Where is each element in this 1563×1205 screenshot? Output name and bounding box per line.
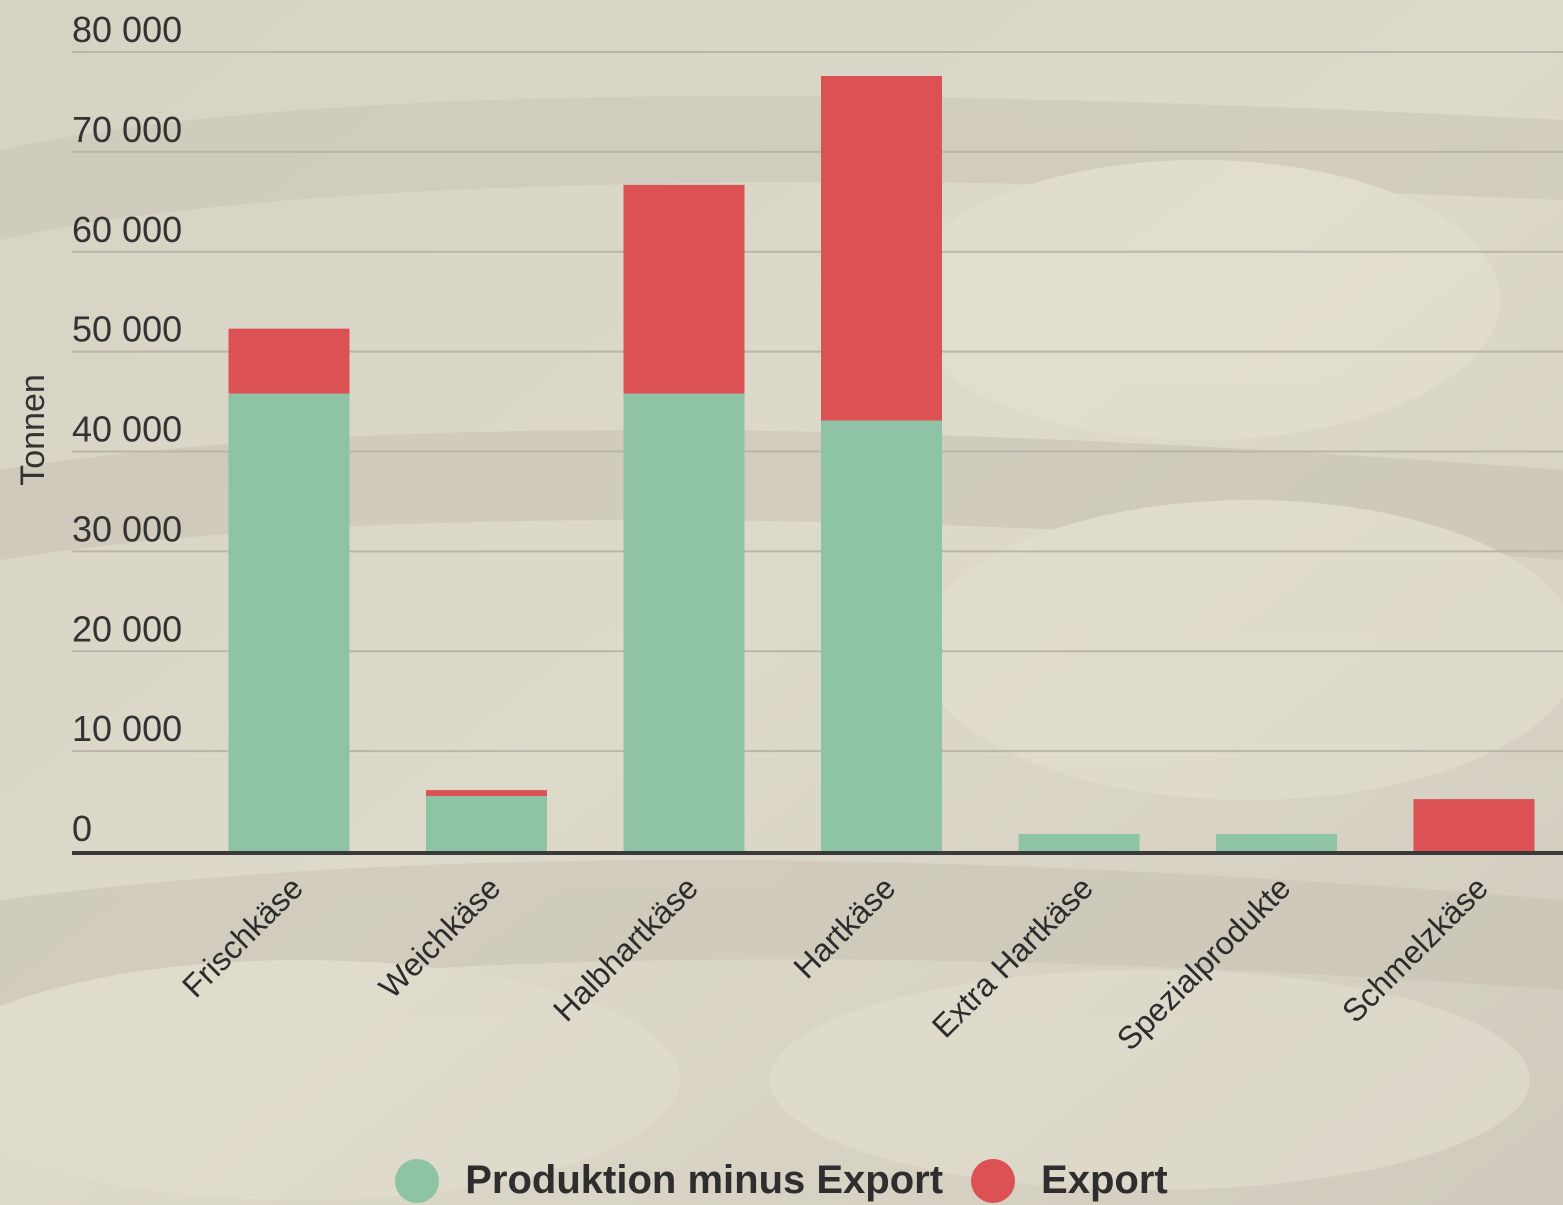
x-tick-label: Extra Hartkäse <box>925 869 1100 1044</box>
y-tick-label: 50 000 <box>72 309 182 350</box>
y-tick-label: 0 <box>72 808 92 849</box>
x-tick-label: Spezialprodukte <box>1110 869 1298 1057</box>
y-axis-title: Tonnen <box>14 374 52 486</box>
bar-export <box>821 75 942 421</box>
legend-label-production-minus-export: Produktion minus Export <box>465 1158 944 1202</box>
bar-production-minus-export <box>1018 834 1140 851</box>
y-tick-label: 10 000 <box>72 708 182 749</box>
bar-production-minus-export <box>821 420 942 851</box>
bar-production-minus-export <box>623 393 745 851</box>
legend-item-production-minus-export: Produktion minus Export <box>395 1158 943 1203</box>
y-tick-label: 60 000 <box>72 209 182 250</box>
legend-item-export: Export <box>971 1158 1168 1203</box>
y-tick-label: 70 000 <box>72 109 182 150</box>
legend: Produktion minus Export Export <box>0 1158 1563 1203</box>
y-tick-label: 30 000 <box>72 508 182 549</box>
x-tick-label: Weichkäse <box>372 869 508 1005</box>
bar-production-minus-export <box>1216 834 1337 851</box>
legend-swatch-production-minus-export <box>395 1158 440 1203</box>
x-tick-label: Hartkäse <box>786 869 902 985</box>
bar-export <box>228 328 350 394</box>
bar-production-minus-export <box>228 393 350 851</box>
bar-export <box>623 184 745 394</box>
x-tick-label: Frischkäse <box>175 869 310 1004</box>
bar-production-minus-export <box>426 796 547 851</box>
y-tick-labels: 0 10 000 20 000 30 000 40 000 50 000 60 000 70 … <box>72 9 182 849</box>
legend-label-export: Export <box>1041 1158 1168 1202</box>
y-tick-label: 40 000 <box>72 409 182 450</box>
y-tick-label: 20 000 <box>72 608 182 649</box>
x-tick-label: Halbhartkäse <box>546 869 705 1028</box>
legend-swatch-export <box>971 1158 1016 1203</box>
bars <box>228 75 1535 851</box>
bar-export <box>426 790 547 797</box>
x-tick-labels: Frischkäse Weichkäse Halbhartkäse Hartkäse E… <box>175 869 1495 1057</box>
x-tick-label: Schmelzkäse <box>1335 869 1495 1029</box>
y-tick-label: 80 000 <box>72 9 182 50</box>
bar-export <box>1413 799 1535 851</box>
